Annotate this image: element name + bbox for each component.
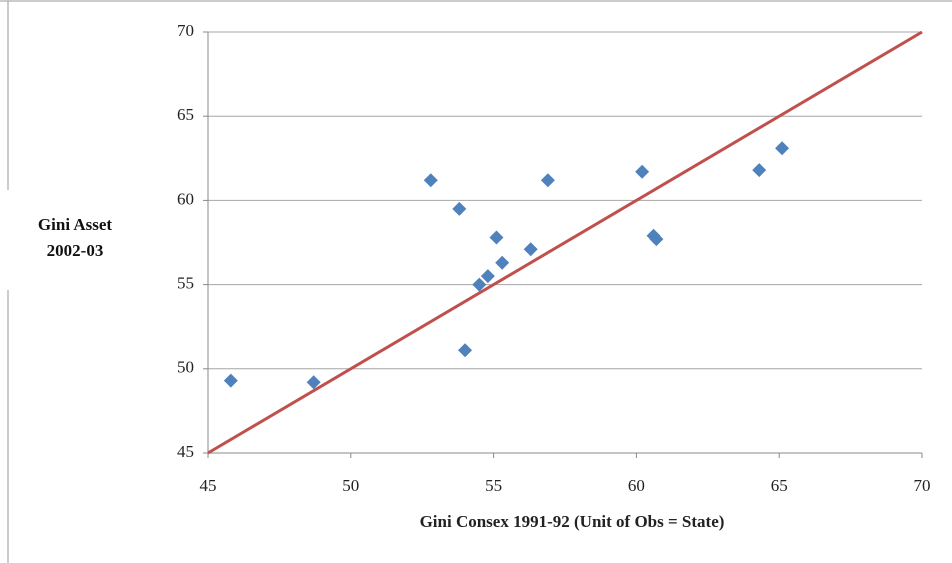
point [752, 163, 767, 178]
point [223, 373, 238, 388]
y-tick-label: 60 [177, 189, 194, 208]
point [775, 141, 790, 156]
point [540, 173, 555, 188]
x-tick-label: 60 [628, 476, 645, 495]
point [452, 201, 467, 216]
x-tick-label: 65 [771, 476, 788, 495]
x-tick-label: 50 [342, 476, 359, 495]
point [423, 173, 438, 188]
point [480, 269, 495, 284]
point [495, 255, 510, 270]
y-axis-label: Gini Asset 2002-03 [37, 215, 113, 260]
point [458, 343, 473, 358]
point [306, 375, 321, 390]
y-tick-label: 65 [177, 105, 194, 124]
point [635, 164, 650, 179]
reference-line [207, 30, 923, 455]
y-tick-label: 55 [177, 274, 194, 293]
x-tick-label: 55 [485, 476, 502, 495]
point [649, 232, 664, 247]
point [489, 230, 504, 245]
x-tick-label: 70 [914, 476, 931, 495]
y-tick-label: 50 [177, 358, 194, 377]
y-tick-label: 70 [177, 21, 194, 40]
point [523, 242, 538, 257]
x-axis-label: Gini Consex 1991-92 (Unit of Obs = State… [420, 512, 725, 531]
y-tick-label: 45 [177, 442, 194, 461]
x-tick-label: 45 [200, 476, 217, 495]
point [472, 277, 487, 292]
